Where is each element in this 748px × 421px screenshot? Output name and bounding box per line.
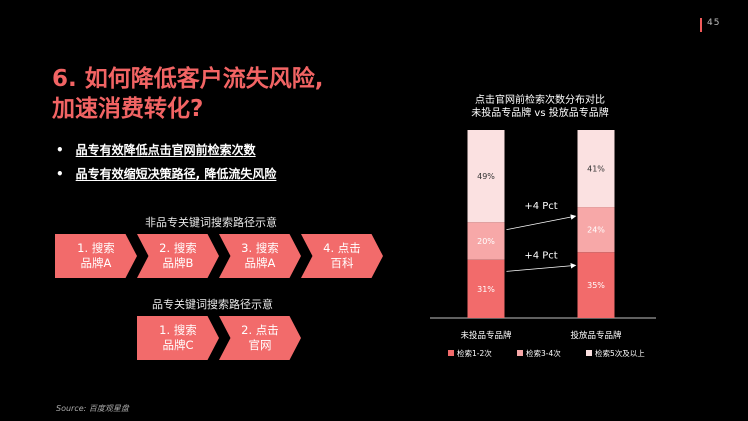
legend-label: 检索1-2次 <box>457 348 492 358</box>
bar-segment <box>467 259 505 318</box>
data-label: 24% <box>587 226 605 235</box>
data-label: 31% <box>477 285 495 294</box>
x-tick-label: 投放品专品牌 <box>570 330 622 341</box>
flow1-step-3: 3. 搜索 品牌A <box>219 234 301 278</box>
data-label: 20% <box>477 237 495 246</box>
legend-label: 检索5次及以上 <box>595 348 645 358</box>
data-label: 41% <box>587 165 605 174</box>
slide-title: 6. 如何降低客户流失风险, 加速消费转化? <box>52 66 324 122</box>
flow1-step-1: 1. 搜索 品牌A <box>55 234 137 278</box>
bar-segment <box>577 130 615 208</box>
bar-segment <box>577 252 615 318</box>
annotation-label: +4 Pct <box>524 201 557 212</box>
bar-segment <box>577 207 615 253</box>
data-label: 49% <box>477 172 495 181</box>
legend-swatch <box>448 350 454 356</box>
bullet-item: 品专有效缩短决策路径, 降低流失风险 <box>56 162 277 186</box>
legend-swatch <box>586 350 592 356</box>
flow1-step-4: 4. 点击 百科 <box>301 234 383 278</box>
source-note: Source: 百度观星盘 <box>56 404 129 413</box>
page-indicator-bar <box>700 18 702 32</box>
flow1-step-2: 2. 搜索 品牌B <box>137 234 219 278</box>
bullet-list: 品专有效降低点击官网前检索次数 品专有效缩短决策路径, 降低流失风险 <box>56 138 277 186</box>
x-tick-label: 未投品专品牌 <box>460 330 512 341</box>
bar-segment <box>467 130 505 223</box>
flow2-step-1: 1. 搜索 品牌C <box>137 316 219 360</box>
legend-swatch <box>517 350 523 356</box>
bar-segment <box>467 222 505 260</box>
chart-title: 未投品专品牌 vs 投放品专品牌 <box>471 106 609 119</box>
flow1-label: 非品专关键词搜索路径示意 <box>145 216 277 229</box>
bullet-item: 品专有效降低点击官网前检索次数 <box>56 138 276 162</box>
data-label: 35% <box>587 281 605 290</box>
legend-label: 检索3-4次 <box>526 348 561 358</box>
trend-arrow <box>506 262 577 272</box>
flow2-label: 品专关键词搜索路径示意 <box>152 298 273 311</box>
page-number: 45 <box>707 18 721 28</box>
annotation-label: +4 Pct <box>524 250 557 261</box>
chart-title: 点击官网前检索次数分布对比 <box>475 93 605 106</box>
flow2-step-2: 2. 点击 官网 <box>219 316 301 360</box>
trend-arrow <box>506 214 577 231</box>
